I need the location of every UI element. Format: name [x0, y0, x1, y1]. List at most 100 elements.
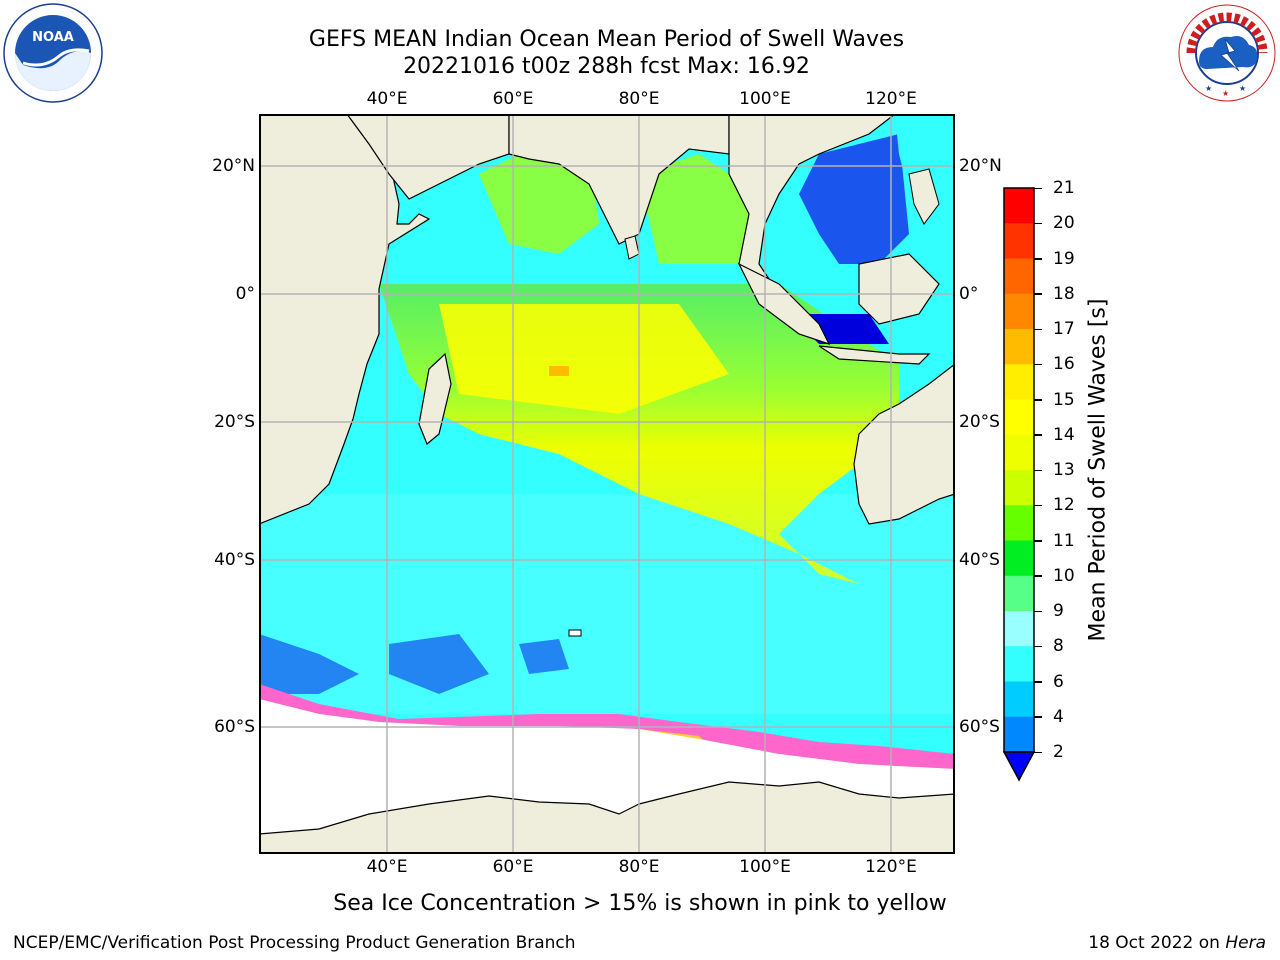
lat-tick-left-20n: 20°N: [212, 156, 255, 176]
svg-text:★: ★: [1222, 89, 1229, 98]
southern-ocean-field: [259, 494, 955, 714]
lat-tick-left-60s: 60°S: [214, 717, 255, 737]
svg-text:★: ★: [1205, 84, 1212, 93]
lat-tick-right-0: 0°: [959, 284, 979, 304]
lon-tick-top-100e: 100°E: [739, 89, 791, 109]
bay-of-bengal-swell: [639, 154, 759, 264]
lon-tick-top-80e: 80°E: [618, 89, 660, 109]
lat-tick-right-20n: 20°N: [959, 156, 1002, 176]
colorbar-bin-16-17: [1004, 329, 1034, 365]
footer-host: Hera: [1225, 933, 1266, 953]
footer-date-text: 18 Oct 2022 on: [1088, 933, 1226, 953]
colorbar-tick-2: 2: [1053, 742, 1064, 762]
footer-credit: NCEP/EMC/Verification Post Processing Pr…: [13, 933, 576, 953]
colorbar-bin-17-18: [1004, 293, 1034, 330]
colorbar-bin-14-15: [1004, 399, 1034, 436]
footer-date: 18 Oct 2022 on Hera: [1088, 933, 1266, 953]
sea-ice-note: Sea Ice Concentration > 15% is shown in …: [333, 891, 947, 916]
colorbar-bin-13-14: [1004, 434, 1034, 471]
philippines-land: [908, 168, 940, 225]
max-swell-spot: [549, 366, 569, 376]
colorbar-bin-8-9: [1004, 611, 1034, 647]
chart-title-line2: 20221016 t00z 288h fcst Max: 16.92: [403, 54, 810, 79]
colorbar-label: Mean Period of Swell Waves [s]: [1085, 298, 1111, 642]
swell-period-map: [259, 114, 955, 854]
colorbar-bin-10-11: [1004, 540, 1034, 577]
colorbar-tick-18: 18: [1053, 283, 1075, 304]
colorbar-tick-11: 11: [1053, 530, 1075, 551]
lon-tick-top-120e: 120°E: [865, 89, 917, 109]
noaa-logo: NOAA: [3, 3, 103, 103]
nws-logo: ★ ★ ★: [1177, 3, 1277, 103]
lat-tick-left-0: 0°: [235, 284, 255, 304]
lat-tick-right-60s: 60°S: [959, 717, 1000, 737]
java-land: [818, 345, 931, 365]
australia-land: [853, 363, 955, 525]
colorbar-bin-12-13: [1004, 470, 1034, 506]
south-short-swell-patch-2: [519, 639, 569, 674]
colorbar-bin-19-20: [1004, 223, 1034, 259]
lat-tick-right-40s: 40°S: [959, 550, 1000, 570]
kerguelen-island: [568, 629, 582, 637]
colorbar-tick-12: 12: [1053, 495, 1075, 516]
lat-tick-left-40s: 40°S: [214, 550, 255, 570]
colorbar-tick-21: 21: [1053, 178, 1075, 198]
lat-tick-right-20s: 20°S: [959, 412, 1000, 432]
borneo-land: [858, 253, 940, 325]
colorbar-tick-mark: [1034, 716, 1042, 718]
colorbar-tick-mark: [1034, 751, 1042, 753]
lon-tick-top-60e: 60°E: [492, 89, 534, 109]
svg-text:★: ★: [1239, 84, 1246, 93]
colorbar-ticks: 2 4 6 8 9 10 11 12 13 14 15 16 17 18 19 20 21: [1034, 0, 1110, 960]
colorbar-tick-mark: [1034, 222, 1042, 225]
colorbar-bin-6-8: [1004, 646, 1034, 682]
lon-tick-bottom-100e: 100°E: [739, 857, 791, 877]
colorbar-tick-17: 17: [1053, 319, 1075, 339]
colorbar-bin-9-10: [1004, 575, 1034, 612]
colorbar-tick-16: 16: [1053, 354, 1075, 375]
colorbar-tick-6: 6: [1053, 671, 1064, 692]
peak-swell-region: [439, 304, 729, 414]
colorbar-tick-mark: [1034, 610, 1042, 612]
colorbar-tick-mark: [1034, 363, 1042, 366]
lon-tick-bottom-40e: 40°E: [366, 857, 408, 877]
colorbar-tick-13: 13: [1053, 460, 1075, 480]
lon-tick-top-40e: 40°E: [366, 89, 408, 109]
colorbar-bin-18-19: [1004, 258, 1034, 295]
colorbar-tick-4: 4: [1053, 706, 1064, 727]
map-grid: [259, 114, 955, 854]
colorbar-tick-20: 20: [1053, 213, 1075, 234]
south-short-swell-patch: [389, 634, 489, 694]
lon-tick-bottom-60e: 60°E: [492, 857, 534, 877]
colorbar-tick-mark: [1034, 504, 1042, 507]
svg-text:NOAA: NOAA: [32, 30, 74, 45]
antarctica-land: [259, 781, 955, 854]
colorbar-tick-mark: [1034, 681, 1042, 683]
colorbar-tick-mark: [1034, 328, 1042, 330]
colorbar-tick-10: 10: [1053, 565, 1075, 586]
colorbar-tick-mark: [1034, 540, 1042, 542]
southwest-short-swell: [259, 634, 359, 694]
colorbar-tick-mark: [1034, 645, 1042, 648]
colorbar-bin-11-12: [1004, 505, 1034, 541]
colorbar-tick-15: 15: [1053, 389, 1075, 410]
colorbar-tick-19: 19: [1053, 248, 1075, 269]
colorbar-bin-4-6: [1004, 681, 1034, 718]
colorbar-tick-mark: [1034, 399, 1042, 401]
colorbar-tick-mark: [1034, 293, 1042, 295]
colorbar-tick-mark: [1034, 469, 1042, 471]
sumatra-land: [737, 262, 831, 346]
colorbar-tick-mark: [1034, 258, 1042, 260]
colorbar-bin-20-21: [1004, 188, 1034, 224]
colorbar-tick-mark: [1034, 187, 1042, 189]
colorbar-bin-2-4: [1004, 716, 1034, 753]
colorbar-tick-8: 8: [1053, 636, 1064, 657]
lat-tick-left-20s: 20°S: [214, 412, 255, 432]
colorbar-bin-15-16: [1004, 364, 1034, 400]
colorbar-tick-14: 14: [1053, 424, 1075, 445]
arabian-sea-swell: [479, 154, 599, 254]
chart-title-line1: GEFS MEAN Indian Ocean Mean Period of Sw…: [308, 27, 905, 52]
map-frame: [259, 114, 955, 854]
colorbar: [1000, 186, 1040, 786]
lon-tick-bottom-120e: 120°E: [865, 857, 917, 877]
